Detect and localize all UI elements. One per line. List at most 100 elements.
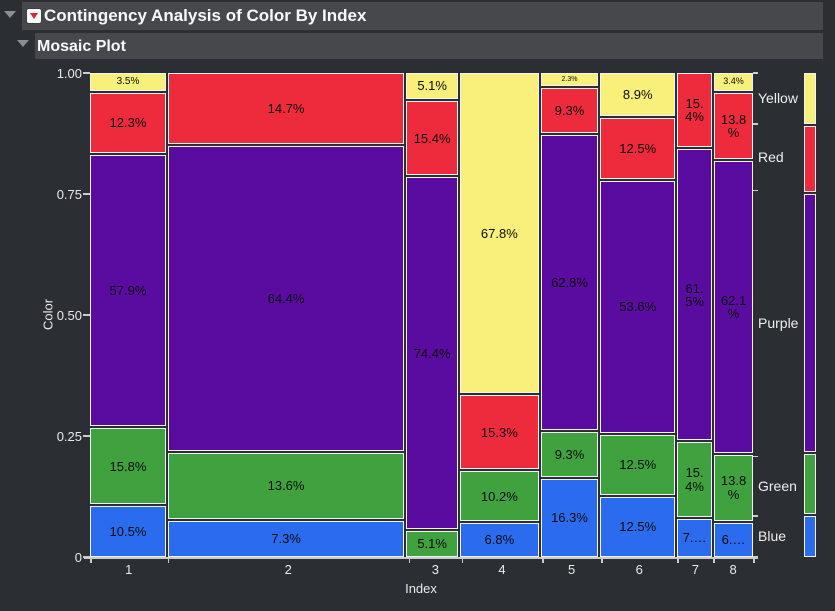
mosaic-column-3: 5.1% 15.4% 74.4% 5.1% xyxy=(406,73,459,557)
x-tick-mark xyxy=(753,557,755,563)
y-tick-label: 0.50 xyxy=(56,307,82,323)
tile-percent-label: 16.3% xyxy=(551,510,588,526)
tile-index5-red[interactable]: 9.3% xyxy=(540,87,599,134)
x-axis-line xyxy=(84,557,758,559)
tile-percent-label: 64.4% xyxy=(267,290,305,306)
collapse-triangle-mosaic[interactable] xyxy=(17,40,29,47)
mosaic-plot-area: 3.5% 12.3% 57.9% 15.8% 10.5% 14.7% 64.4% 13.6% 7… xyxy=(90,73,754,558)
tile-index5-green[interactable]: 9.3% xyxy=(540,431,599,478)
red-triangle-menu-icon[interactable] xyxy=(26,8,42,24)
legend-segment-purple[interactable] xyxy=(804,194,816,453)
x-tick-mark xyxy=(677,557,679,563)
right-category-label-green: Green xyxy=(758,478,797,495)
x-tick-mark xyxy=(461,557,464,563)
tile-percent-label: 10.2% xyxy=(480,488,518,504)
tile-percent-label: 5.1% xyxy=(417,536,447,552)
y-tick-label: 0.75 xyxy=(56,186,82,202)
tile-percent-label: 6.8% xyxy=(484,532,515,548)
tile-index8-purple[interactable]: 62.1 % xyxy=(714,161,754,453)
tile-index4-yellow[interactable]: 67.8% xyxy=(460,73,539,394)
tile-index1-purple[interactable]: 57.9% xyxy=(90,154,166,427)
legend-segment-red[interactable] xyxy=(804,125,816,193)
right-category-label-yellow: Yellow xyxy=(758,90,798,107)
tile-percent-label: 2.3% xyxy=(561,75,578,83)
red-triangle-glyph xyxy=(30,13,38,19)
tile-index1-red[interactable]: 12.3% xyxy=(90,93,166,153)
tile-index5-blue[interactable]: 16.3% xyxy=(540,479,599,557)
tile-index5-purple[interactable]: 62.8% xyxy=(540,135,599,430)
report-header-band[interactable] xyxy=(22,2,823,30)
tile-percent-label: 3.4% xyxy=(723,76,744,87)
tile-percent-label: 10.5% xyxy=(109,523,147,539)
tile-percent-label: 13.8 % xyxy=(720,473,747,502)
tile-percent-label: 12.5% xyxy=(619,457,657,472)
tile-index8-blue[interactable]: 6.… xyxy=(714,522,754,558)
tile-index4-blue[interactable]: 6.8% xyxy=(460,523,539,557)
tile-index7-blue[interactable]: 7.… xyxy=(677,518,713,557)
tile-index2-blue[interactable]: 7.3% xyxy=(167,520,405,558)
mosaic-column-8: 3.4% 13.8 % 62.1 % 13.8 % 6.… xyxy=(714,73,754,558)
tile-index4-green[interactable]: 10.2% xyxy=(460,471,539,522)
tile-index3-green[interactable]: 5.1% xyxy=(406,531,459,557)
right-category-label-red: Red xyxy=(758,149,784,166)
tile-index2-red[interactable]: 14.7% xyxy=(167,73,405,145)
tile-index7-red[interactable]: 15. 4% xyxy=(677,73,713,148)
tile-index2-green[interactable]: 13.6% xyxy=(167,452,405,519)
tile-index4-red[interactable]: 15.3% xyxy=(460,395,539,470)
tile-percent-label: 12.3% xyxy=(109,115,147,131)
tile-index6-green[interactable]: 12.5% xyxy=(600,434,676,495)
y-tick-label: 1.00 xyxy=(56,65,82,81)
x-tick-label: 1 xyxy=(125,562,133,577)
right-category-label-blue: Blue xyxy=(758,528,787,545)
legend-segment-yellow[interactable] xyxy=(804,73,816,124)
tile-percent-label: 5.1% xyxy=(417,78,447,94)
tile-percent-label: 8.9% xyxy=(622,87,653,103)
tile-index7-purple[interactable]: 61. 5% xyxy=(677,149,713,441)
tile-index6-blue[interactable]: 12.5% xyxy=(600,496,676,557)
x-tick-label: 6 xyxy=(635,562,643,577)
tile-index3-red[interactable]: 15.4% xyxy=(406,100,459,176)
report-title: Contingency Analysis of Color By Index xyxy=(44,6,367,25)
tile-index5-yellow[interactable]: 2.3% xyxy=(540,73,599,86)
tile-index6-yellow[interactable]: 8.9% xyxy=(600,73,676,117)
tile-index3-purple[interactable]: 74.4% xyxy=(406,177,459,530)
tile-index1-yellow[interactable]: 3.5% xyxy=(90,73,166,92)
tile-percent-label: 15.4% xyxy=(413,130,451,146)
tile-index8-green[interactable]: 13.8 % xyxy=(714,454,754,521)
legend-segment-green[interactable] xyxy=(804,454,816,514)
x-tick-mark xyxy=(542,557,544,563)
x-tick-label: 2 xyxy=(284,562,292,577)
y-tick-label: 0.25 xyxy=(56,428,82,444)
tile-percent-label: 67.8% xyxy=(480,225,518,241)
x-tick-label: 3 xyxy=(431,562,440,577)
tile-index3-yellow[interactable]: 5.1% xyxy=(406,73,459,99)
x-axis-title: Index xyxy=(405,581,437,596)
right-tick-mark xyxy=(753,515,758,517)
collapse-triangle-report[interactable] xyxy=(4,11,16,18)
right-tick-mark xyxy=(753,189,758,192)
y-tick-mark xyxy=(83,72,90,74)
tile-percent-label: 15. 4% xyxy=(685,95,704,125)
tile-percent-label: 6.… xyxy=(721,532,746,548)
tile-percent-label: 3.5% xyxy=(116,76,140,88)
right-tick-mark xyxy=(753,123,758,125)
tile-index8-red[interactable]: 13.8 % xyxy=(714,92,754,160)
tile-index6-purple[interactable]: 53.6% xyxy=(600,180,676,433)
mosaic-column-4: 67.8% 15.3% 10.2% 6.8% xyxy=(460,73,539,557)
x-tick-mark xyxy=(408,557,411,563)
mosaic-column-2: 14.7% 64.4% 13.6% 7.3% xyxy=(167,73,405,558)
mosaic-header-band[interactable] xyxy=(35,33,823,59)
tile-index8-yellow[interactable]: 3.4% xyxy=(714,73,754,91)
right-category-label-purple: Purple xyxy=(758,315,799,332)
tile-index1-green[interactable]: 15.8% xyxy=(90,428,166,505)
legend-segment-blue[interactable] xyxy=(804,515,816,558)
tile-index1-blue[interactable]: 10.5% xyxy=(90,506,166,557)
tile-percent-label: 74.4% xyxy=(413,345,451,361)
x-tick-label: 8 xyxy=(729,562,737,577)
tile-index2-purple[interactable]: 64.4% xyxy=(167,146,405,451)
tile-percent-label: 12.5% xyxy=(619,519,657,535)
right-tick-mark xyxy=(753,72,758,74)
tile-index6-red[interactable]: 12.5% xyxy=(600,118,676,179)
tile-index7-green[interactable]: 15. 4% xyxy=(677,442,713,517)
